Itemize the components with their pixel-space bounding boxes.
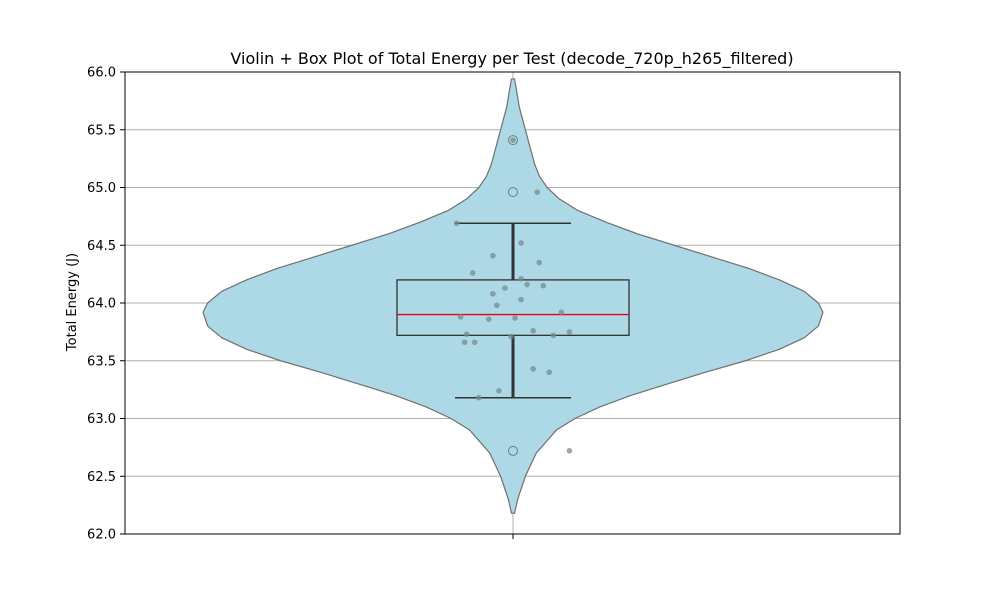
data-point xyxy=(566,448,573,454)
y-tick-label: 62.5 xyxy=(87,470,116,485)
data-point xyxy=(558,309,565,316)
data-point xyxy=(490,290,496,297)
data-point xyxy=(512,315,518,321)
data-point xyxy=(536,259,542,266)
data-point xyxy=(457,314,464,320)
outlier-marker xyxy=(508,135,518,146)
data-point xyxy=(490,252,496,259)
y-tick-label: 66.0 xyxy=(87,66,116,81)
data-point xyxy=(566,329,573,335)
data-point xyxy=(518,275,524,282)
data-point xyxy=(546,369,553,376)
data-point xyxy=(530,327,536,334)
data-point xyxy=(471,339,478,346)
data-point xyxy=(486,316,492,322)
data-point xyxy=(463,331,470,337)
data-point xyxy=(496,387,502,394)
y-tick-label: 62.0 xyxy=(87,528,116,543)
y-tick-label: 64.0 xyxy=(87,297,116,312)
data-point xyxy=(530,366,536,372)
data-point xyxy=(502,285,508,291)
data-point xyxy=(469,270,476,276)
data-point xyxy=(550,332,557,339)
data-point xyxy=(453,220,460,227)
data-point xyxy=(494,302,500,309)
data-point xyxy=(524,281,530,288)
y-tick-label: 65.0 xyxy=(87,181,116,196)
y-axis-label: Total Energy (J) xyxy=(65,253,80,352)
chart-title: Violin + Box Plot of Total Energy per Te… xyxy=(230,49,793,69)
violin-body xyxy=(202,78,824,514)
y-tick-label: 63.0 xyxy=(87,412,116,427)
axes: 62.0 62.5 63.0 63.5 64.0 64.5 65.0 65.5 66.0 xyxy=(87,66,901,543)
data-point xyxy=(508,333,514,340)
data-point xyxy=(534,189,540,195)
data-point xyxy=(475,394,482,401)
box-plot xyxy=(396,135,630,456)
data-point xyxy=(461,339,468,346)
data-point xyxy=(510,137,516,143)
outlier-marker xyxy=(508,445,518,456)
y-tick-label: 63.5 xyxy=(87,354,116,369)
data-point xyxy=(518,240,524,246)
outlier-marker xyxy=(508,187,518,198)
y-tick-label: 65.5 xyxy=(87,123,116,138)
violin-layer xyxy=(202,78,824,514)
data-point xyxy=(540,282,547,289)
data-point xyxy=(518,296,524,303)
y-tick-label: 64.5 xyxy=(87,239,116,254)
data-points xyxy=(453,137,573,454)
